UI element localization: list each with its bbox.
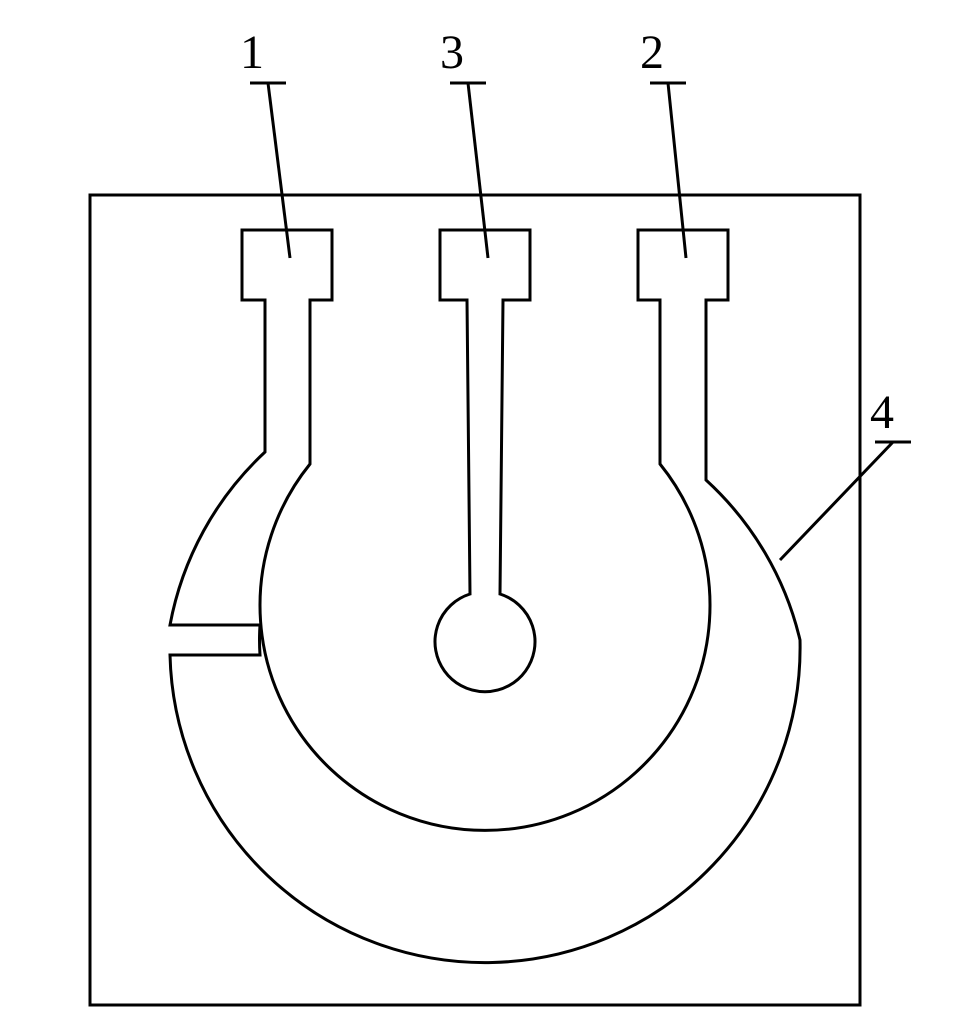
outer-ring-assembly [170,230,800,963]
leader-line-1 [268,83,290,258]
diagram-root: 1 3 2 4 [0,0,966,1019]
leader-line-4 [780,442,893,560]
callout-label-4: 4 [870,385,894,440]
outer-box [90,195,860,1005]
callout-label-2: 2 [640,25,664,80]
callout-label-3: 3 [440,25,464,80]
callout-label-1: 1 [240,25,264,80]
leader-line-2 [668,83,686,258]
schematic-svg [0,0,966,1019]
leader-line-3 [468,83,488,258]
center-electrode [435,230,535,692]
leader-lines [250,83,911,560]
